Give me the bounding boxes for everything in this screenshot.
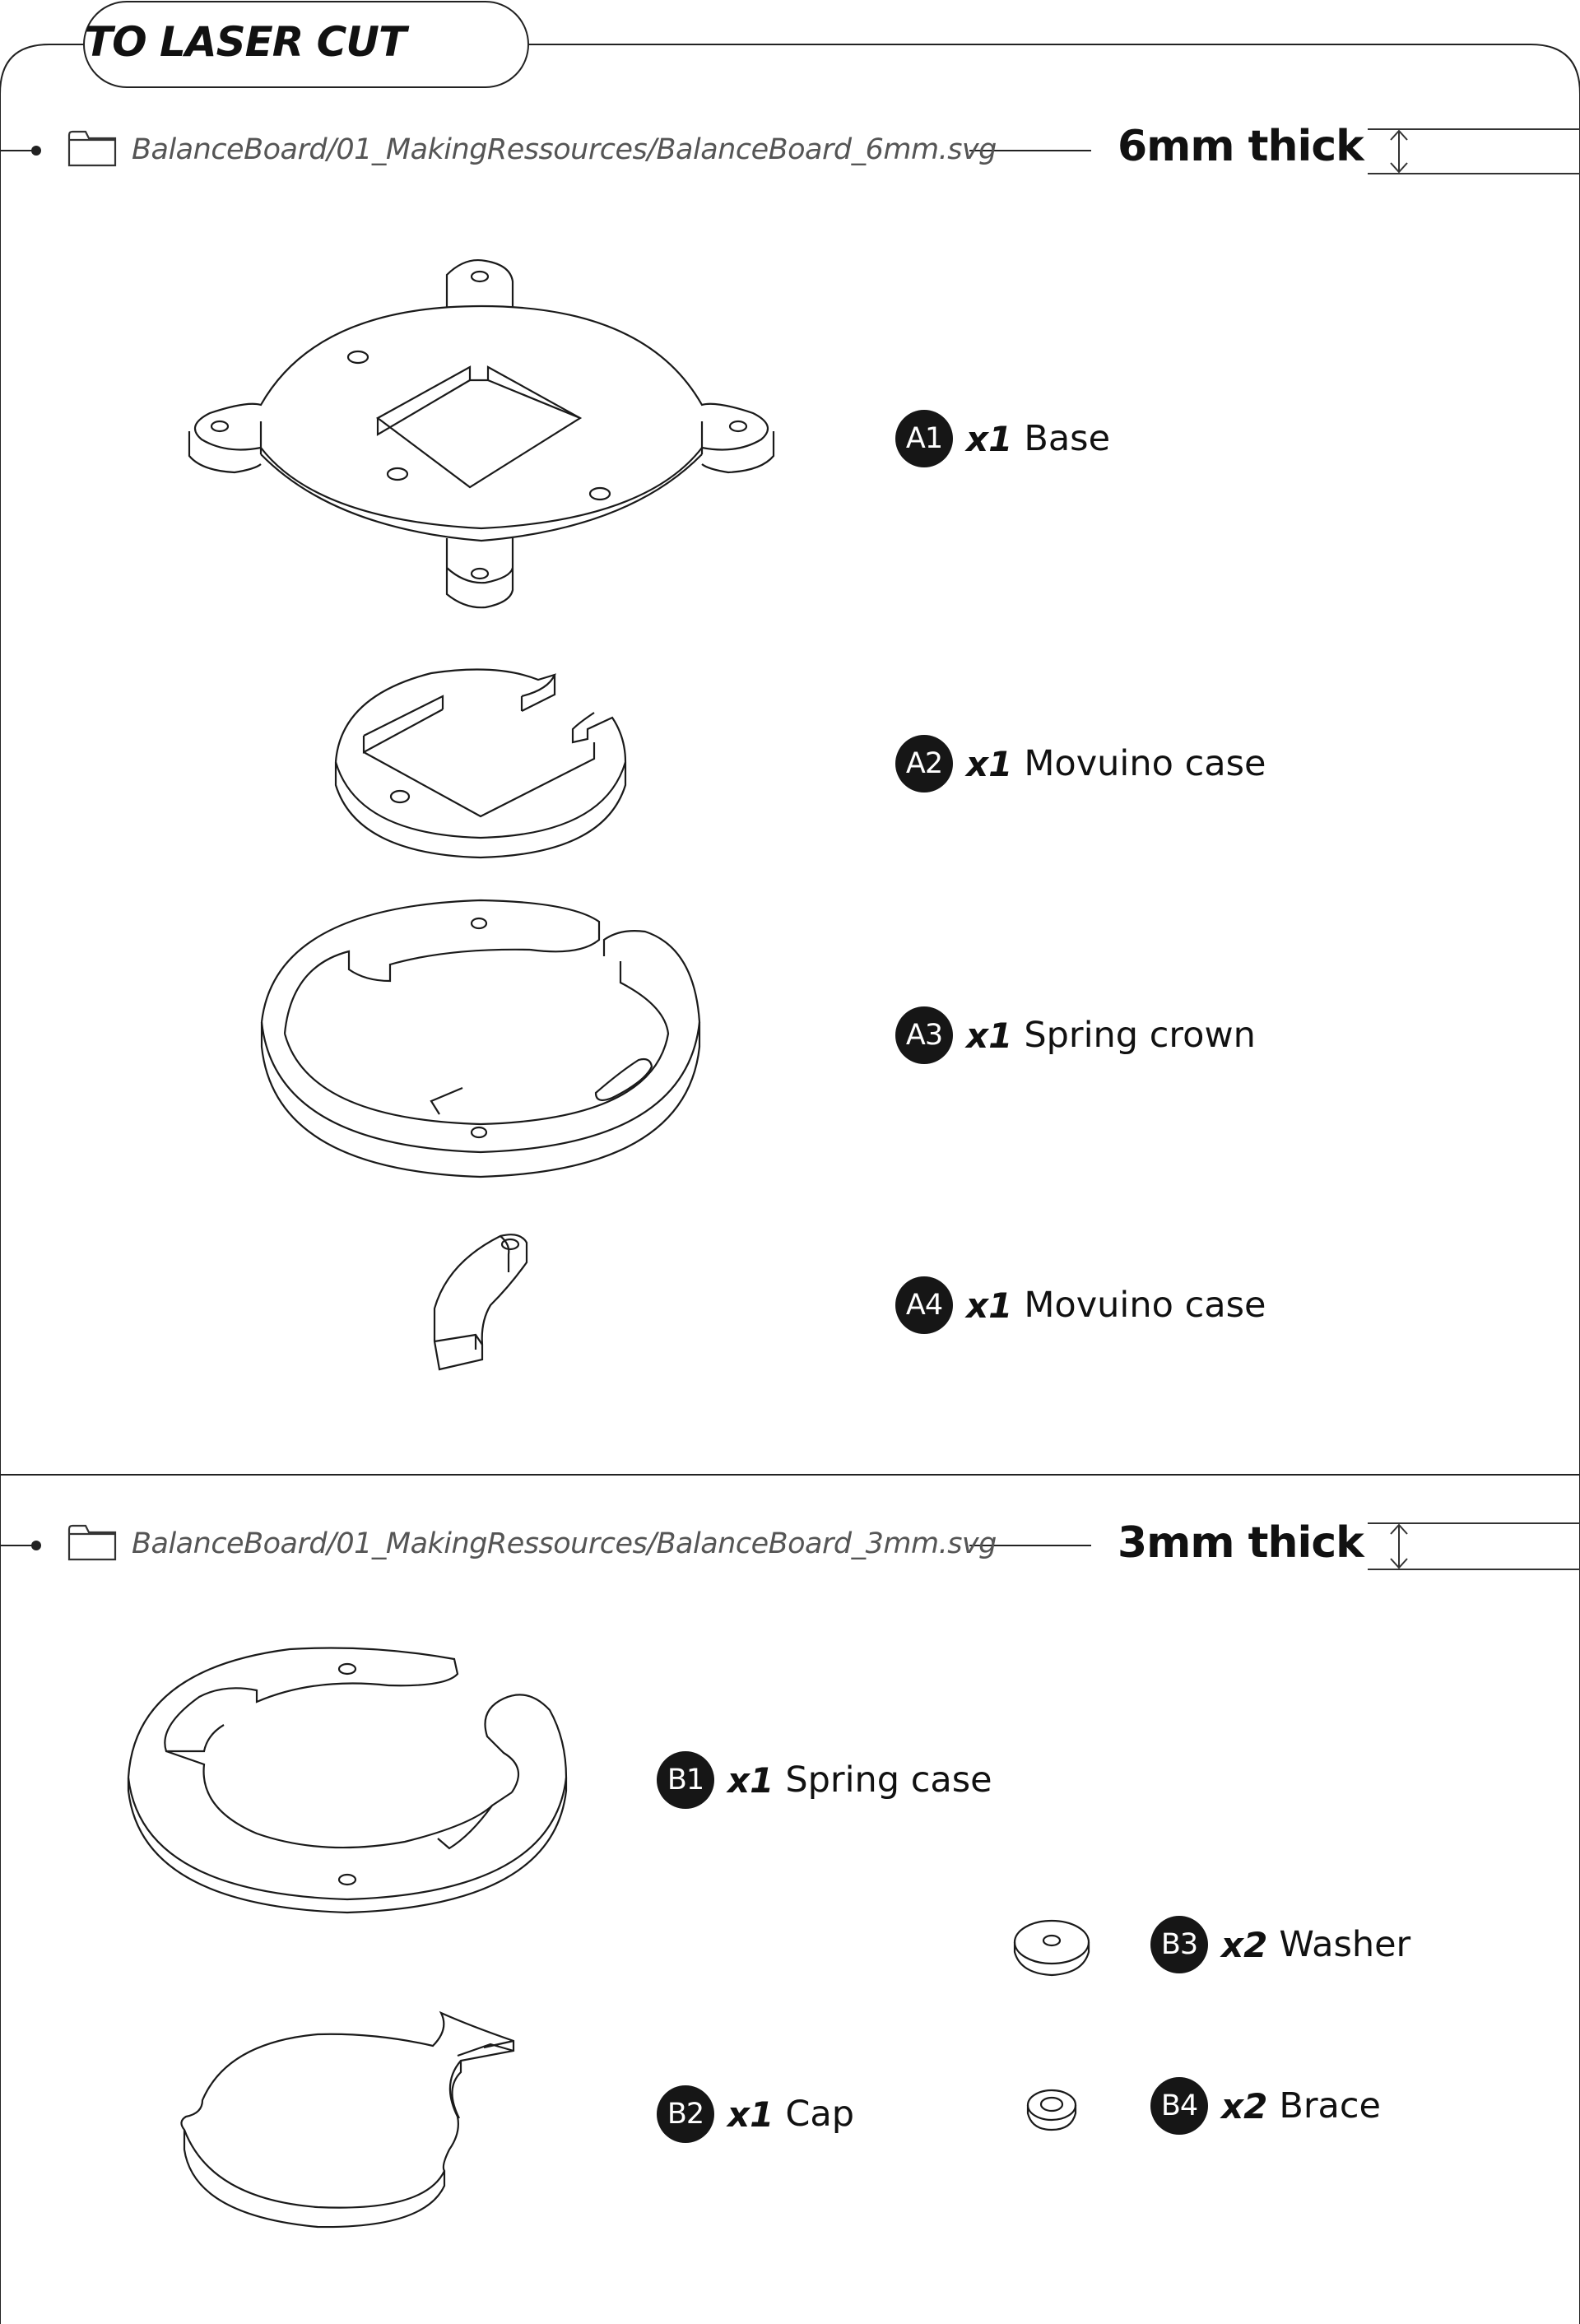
- part-b1: B1 x1 Spring case: [657, 1750, 992, 1810]
- part-a1: A1 x1 Base: [895, 408, 1110, 469]
- part-b4: B4 x2 Brace: [1150, 2075, 1381, 2136]
- part-name: Base: [1024, 418, 1111, 459]
- part-a4-movuino-case-drawing: [433, 1234, 528, 1371]
- part-a2: A2 x1 Movuino case: [895, 733, 1266, 794]
- part-name: Spring crown: [1024, 1015, 1256, 1056]
- page-title: TO LASER CUT: [85, 18, 407, 66]
- part-badge: B3: [1150, 1916, 1208, 1973]
- part-name: Spring case: [785, 1759, 992, 1801]
- part-quantity: x1: [727, 2094, 774, 2135]
- part-b2-cap-drawing: [180, 2010, 515, 2229]
- part-a2-movuino-case-drawing: [334, 668, 627, 859]
- part-badge: A1: [895, 410, 953, 467]
- thickness-label: 6mm thick: [1118, 122, 1364, 171]
- part-name: Cap: [785, 2094, 854, 2135]
- part-quantity: x1: [966, 1015, 1013, 1056]
- part-b2: B2 x1 Cap: [657, 2084, 854, 2145]
- part-badge: A2: [895, 735, 953, 792]
- part-quantity: x1: [966, 743, 1013, 784]
- part-b1-spring-case-drawing: [127, 1647, 568, 1914]
- part-a3-spring-crown-drawing: [260, 899, 701, 1178]
- thickness-label: 3mm thick: [1118, 1518, 1364, 1568]
- part-badge: B1: [657, 1751, 714, 1809]
- part-quantity: x1: [727, 1759, 774, 1801]
- file-path-link[interactable]: BalanceBoard/01_MakingRessources/Balance…: [132, 133, 997, 166]
- part-badge: B2: [657, 2085, 714, 2143]
- part-badge: B4: [1150, 2077, 1208, 2135]
- part-a1-base-drawing: [188, 259, 775, 609]
- part-a3: A3 x1 Spring crown: [895, 1005, 1256, 1066]
- part-a4: A4 x1 Movuino case: [895, 1275, 1266, 1336]
- part-quantity: x1: [966, 418, 1013, 459]
- folder-icon: [67, 1524, 117, 1561]
- part-quantity: x2: [1221, 2085, 1268, 2126]
- part-name: Movuino case: [1024, 1285, 1266, 1326]
- thickness-dimension-icon: [1368, 128, 1580, 174]
- part-b3: B3 x2 Washer: [1150, 1914, 1410, 1975]
- part-quantity: x1: [966, 1285, 1013, 1326]
- part-name: Brace: [1279, 2085, 1381, 2126]
- part-b3-washer-drawing: [1013, 1919, 1090, 1977]
- part-b4-brace-drawing: [1026, 2089, 1077, 2131]
- thickness-dimension-icon: [1368, 1522, 1580, 1570]
- part-badge: A4: [895, 1276, 953, 1334]
- file-path-link[interactable]: BalanceBoard/01_MakingRessources/Balance…: [132, 1527, 997, 1560]
- folder-icon: [67, 130, 117, 167]
- part-quantity: x2: [1221, 1924, 1268, 1965]
- part-name: Washer: [1279, 1924, 1411, 1965]
- part-badge: A3: [895, 1006, 953, 1064]
- part-name: Movuino case: [1024, 743, 1266, 784]
